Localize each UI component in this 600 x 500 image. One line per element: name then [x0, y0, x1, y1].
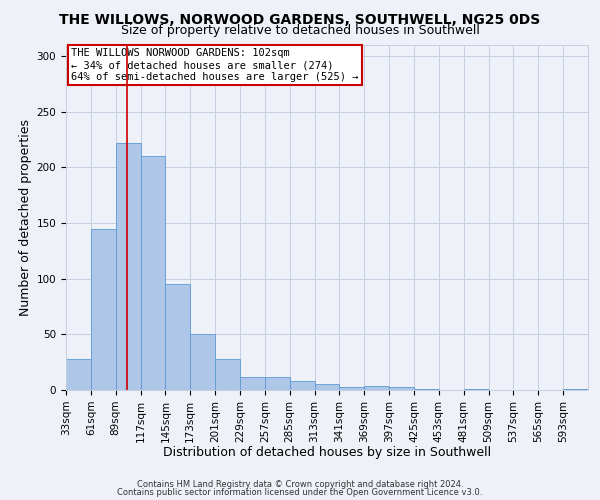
Text: Contains public sector information licensed under the Open Government Licence v3: Contains public sector information licen…: [118, 488, 482, 497]
Bar: [290, 381, 314, 390]
Bar: [240, 376, 265, 390]
Bar: [190, 334, 215, 390]
Text: Contains HM Land Registry data © Crown copyright and database right 2024.: Contains HM Land Registry data © Crown c…: [137, 480, 463, 489]
Bar: [364, 386, 389, 390]
Bar: [215, 359, 240, 390]
Y-axis label: Number of detached properties: Number of detached properties: [19, 119, 32, 316]
Bar: [414, 389, 439, 390]
Bar: [314, 384, 340, 390]
Bar: [116, 143, 140, 390]
Bar: [464, 389, 488, 390]
Bar: [66, 359, 91, 390]
Bar: [166, 284, 190, 390]
Text: THE WILLOWS NORWOOD GARDENS: 102sqm
← 34% of detached houses are smaller (274)
6: THE WILLOWS NORWOOD GARDENS: 102sqm ← 34…: [71, 48, 359, 82]
Text: THE WILLOWS, NORWOOD GARDENS, SOUTHWELL, NG25 0DS: THE WILLOWS, NORWOOD GARDENS, SOUTHWELL,…: [59, 12, 541, 26]
X-axis label: Distribution of detached houses by size in Southwell: Distribution of detached houses by size …: [163, 446, 491, 459]
Bar: [389, 386, 414, 390]
Bar: [563, 389, 588, 390]
Bar: [340, 386, 364, 390]
Bar: [265, 376, 290, 390]
Bar: [140, 156, 166, 390]
Text: Size of property relative to detached houses in Southwell: Size of property relative to detached ho…: [121, 24, 479, 37]
Bar: [91, 228, 116, 390]
